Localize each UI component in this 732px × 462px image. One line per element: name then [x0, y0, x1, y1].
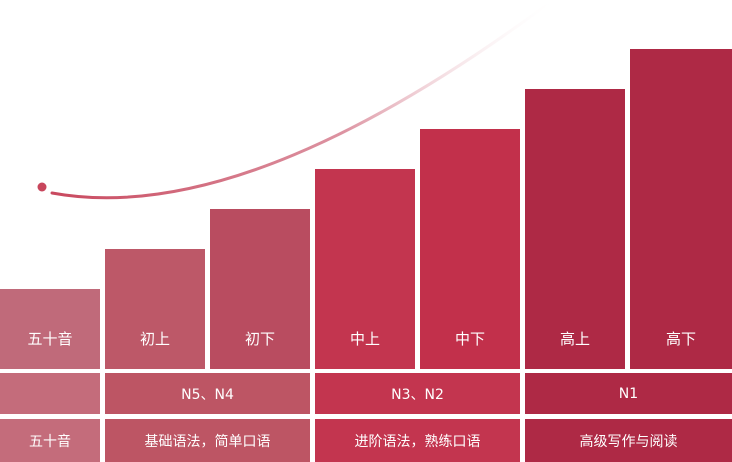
stage-bar-intermediate-2: 中下: [420, 129, 520, 369]
level-label: N1: [618, 385, 639, 402]
content-cell-intermediate: 进阶语法，熟练口语: [315, 419, 520, 462]
content-label: 高级写作与阅读: [579, 433, 678, 450]
content-label: 基础语法，简单口语: [144, 433, 271, 450]
stage-bar-intermediate-1: 中上: [315, 169, 415, 369]
stage-bar-beginner-2: 初下: [210, 209, 310, 369]
content-cell-advanced: 高级写作与阅读: [525, 419, 732, 462]
stage-bar-advanced-2: 高下: [630, 49, 732, 369]
content-cell-basic: 基础语法，简单口语: [105, 419, 310, 462]
content-label: 五十音: [29, 433, 71, 450]
growth-curve-line: [50, 0, 556, 200]
stage-label: 高下: [665, 330, 696, 348]
level-cell-n1: N1: [525, 373, 732, 414]
content-label: 进阶语法，熟练口语: [354, 433, 481, 450]
level-label: N3、N2: [391, 386, 444, 403]
growth-curve-dot: [37, 182, 47, 192]
stage-label: 初下: [244, 330, 275, 348]
level-cell-gojuon: [0, 373, 100, 414]
stage-bar-advanced-1: 高上: [525, 89, 625, 369]
level-cell-n3-n2: N3、N2: [315, 373, 520, 414]
content-cell-gojuon: 五十音: [0, 419, 100, 462]
stage-label: 中上: [349, 330, 380, 348]
stage-label: 中下: [454, 330, 485, 348]
stage-label: 五十音: [27, 330, 73, 348]
level-cell-n5-n4: N5、N4: [105, 373, 310, 414]
level-label: N5、N4: [181, 386, 234, 403]
stage-bar-gojuon: 五十音: [0, 289, 100, 369]
stage-label: 高上: [559, 330, 590, 348]
stage-bar-beginner-1: 初上: [105, 249, 205, 369]
stage-label: 初上: [139, 330, 170, 348]
